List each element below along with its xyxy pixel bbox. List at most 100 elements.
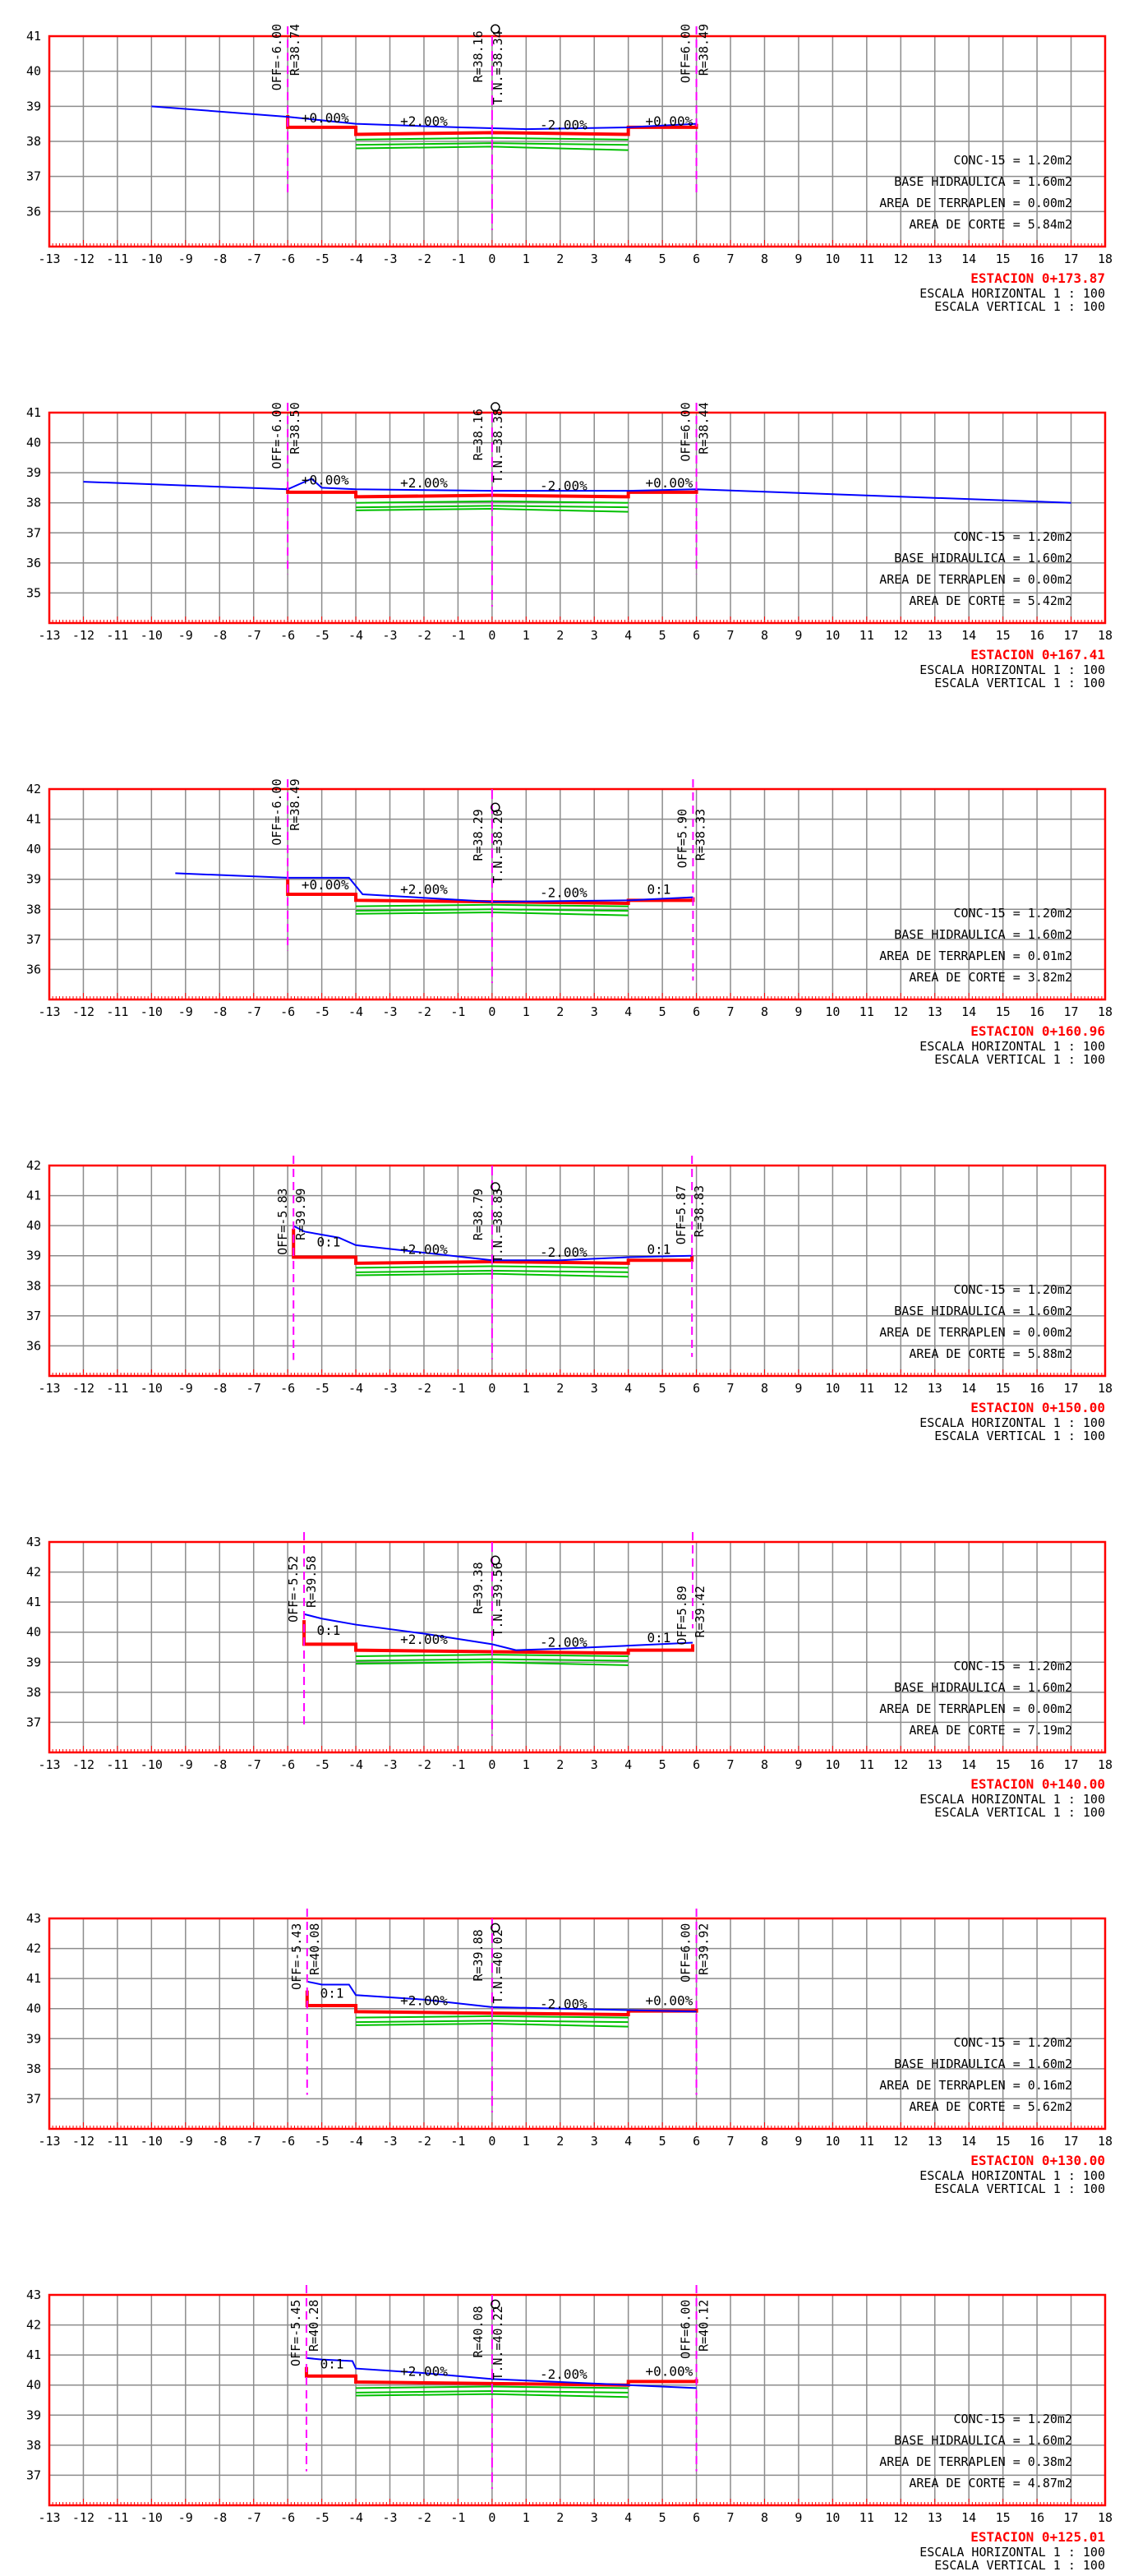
right-elevation-label: R=39.92 [697, 1923, 712, 1975]
x-tick-label: 10 [825, 628, 840, 643]
center-elevation-label: R=38.79 [471, 1189, 486, 1240]
x-tick-label: 16 [1030, 628, 1044, 643]
left-elevation-label: R=40.08 [307, 1923, 322, 1975]
y-tick-label: 39 [26, 2031, 41, 2046]
grid-lines [49, 1166, 1105, 1376]
y-tick-label: 40 [26, 64, 41, 79]
centerline-marker-icon [491, 24, 500, 34]
slope-label: -2.00% [540, 2366, 587, 2382]
scale-horizontal: ESCALA HORIZONTAL 1 : 100 [919, 2545, 1105, 2560]
y-tick-label: 39 [26, 99, 41, 113]
slope-label: -2.00% [540, 1244, 587, 1260]
area-conc: CONC-15 = 1.20m2 [954, 2412, 1073, 2426]
area-base: BASE HIDRAULICA = 1.60m2 [894, 551, 1072, 566]
station-label: ESTACION 0+130.00 [970, 2153, 1105, 2168]
x-tick-label: 2 [556, 1381, 564, 1396]
y-tick-label: 36 [26, 1338, 41, 1353]
scale-vertical: ESCALA VERTICAL 1 : 100 [934, 676, 1105, 690]
center-elevation-label: R=40.08 [471, 2306, 486, 2357]
y-tick-label: 41 [26, 812, 41, 827]
y-tick-label: 41 [26, 29, 41, 44]
area-terraplen: AREA DE TERRAPLEN = 0.01m2 [879, 949, 1072, 963]
x-tick-label: -11 [106, 628, 128, 643]
area-corte: AREA DE CORTE = 5.84m2 [909, 217, 1072, 232]
x-tick-label: 12 [893, 2510, 908, 2525]
scale-horizontal: ESCALA HORIZONTAL 1 : 100 [919, 662, 1105, 677]
x-tick-label: -6 [280, 2510, 295, 2525]
x-tick-label: 10 [825, 252, 840, 266]
x-tick-label: 1 [523, 1381, 530, 1396]
slope-label: +2.00% [400, 1632, 448, 1647]
x-tick-label: 18 [1098, 2510, 1113, 2525]
y-tick-label: 43 [26, 1911, 41, 1926]
x-tick-label: -2 [417, 252, 431, 266]
slope-label: 0:1 [647, 882, 671, 898]
x-tick-label: -1 [450, 2134, 465, 2149]
y-tick-label: 41 [26, 1189, 41, 1203]
scale-horizontal: ESCALA HORIZONTAL 1 : 100 [919, 1415, 1105, 1430]
y-tick-label: 39 [26, 465, 41, 480]
area-terraplen: AREA DE TERRAPLEN = 0.00m2 [879, 1701, 1072, 1716]
x-tick-label: -4 [348, 2510, 363, 2525]
x-tick-label: -7 [246, 2510, 261, 2525]
left-offset-label: OFF=-6.00 [270, 778, 284, 845]
grid-lines [49, 36, 1105, 247]
slope-label: +2.00% [400, 1993, 448, 2009]
right-elevation-label: R=38.83 [692, 1185, 707, 1237]
x-tick-label: 7 [727, 1004, 735, 1019]
x-tick-label: -7 [246, 1381, 261, 1396]
x-tick-label: -9 [178, 2510, 193, 2525]
ground-profile-line [151, 105, 697, 131]
slope-label: 0:1 [316, 1623, 340, 1638]
x-tick-label: -12 [72, 1757, 94, 1772]
area-corte: AREA DE CORTE = 4.87m2 [909, 2476, 1072, 2491]
x-tick-label: 15 [996, 628, 1011, 643]
slope-label: +0.00% [646, 475, 693, 491]
x-tick-label: 8 [761, 252, 768, 266]
x-tick-label: 14 [961, 2134, 976, 2149]
scale-horizontal: ESCALA HORIZONTAL 1 : 100 [919, 286, 1105, 301]
x-tick-label: -11 [106, 1757, 128, 1772]
x-tick-label: 4 [624, 1381, 632, 1396]
x-tick-label: -3 [382, 628, 397, 643]
x-tick-label: 4 [624, 2510, 632, 2525]
x-tick-label: 13 [928, 252, 942, 266]
x-tick-label: -4 [348, 1757, 363, 1772]
y-tick-label: 41 [26, 405, 41, 420]
x-tick-label: 11 [859, 252, 874, 266]
x-tick-label: -9 [178, 252, 193, 266]
center-ground-label: T.N.=40.22 [491, 2306, 505, 2380]
pavement-layer-line [356, 903, 629, 907]
x-tick-label: 5 [659, 1757, 666, 1772]
pavement-layer-line [356, 2393, 629, 2398]
y-tick-label: 39 [26, 872, 41, 887]
station-label: ESTACION 0+160.96 [970, 1023, 1105, 1039]
x-tick-label: -3 [382, 2510, 397, 2525]
x-tick-label: 2 [556, 2510, 564, 2525]
slope-label: +0.00% [646, 2363, 693, 2379]
x-tick-label: -7 [246, 628, 261, 643]
pavement-layer-line [356, 1658, 629, 1662]
x-tick-label: 14 [961, 628, 976, 643]
x-tick-label: 9 [795, 1757, 802, 1772]
left-elevation-label: R=38.50 [288, 402, 302, 454]
center-ground-label: T.N.=40.02 [491, 1929, 505, 2003]
x-tick-label: 15 [996, 1757, 1011, 1772]
x-tick-label: -2 [417, 1004, 431, 1019]
slope-label: +0.00% [302, 877, 349, 893]
y-tick-label: 36 [26, 556, 41, 570]
area-corte: AREA DE CORTE = 5.88m2 [909, 1346, 1072, 1361]
area-conc: CONC-15 = 1.20m2 [954, 1282, 1073, 1297]
area-terraplen: AREA DE TERRAPLEN = 0.38m2 [879, 2454, 1072, 2469]
x-tick-label: 18 [1098, 1004, 1113, 1019]
x-tick-label: -5 [315, 1004, 329, 1019]
x-tick-label: 17 [1064, 1381, 1079, 1396]
x-tick-label: 14 [961, 1381, 976, 1396]
x-tick-label: 18 [1098, 628, 1113, 643]
x-tick-label: -1 [450, 628, 465, 643]
x-tick-label: 5 [659, 2510, 666, 2525]
ground-profile-line [303, 1613, 693, 1651]
left-offset-label: OFF=-5.43 [289, 1923, 304, 1990]
y-tick-label: 43 [26, 1535, 41, 1549]
x-tick-label: 13 [928, 1381, 942, 1396]
